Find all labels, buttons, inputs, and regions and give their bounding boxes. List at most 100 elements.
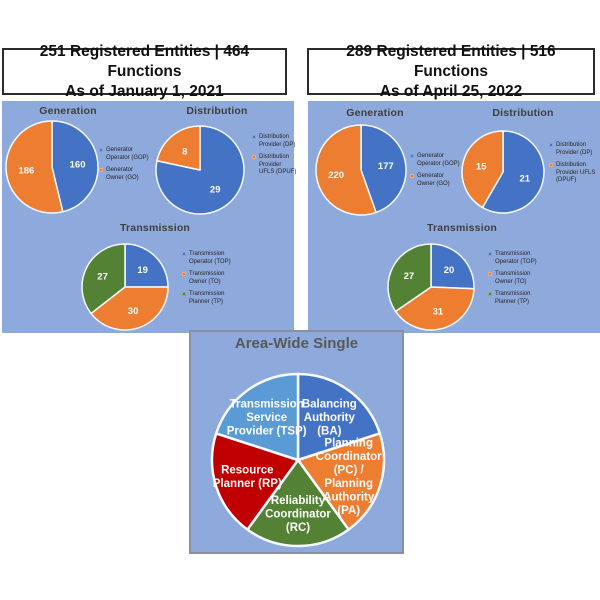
panel-jan-2021: Generation 160 186 Generator Operator (GO… [2,101,296,333]
legend-label: Transmission Planner (TP) [189,291,225,305]
slice-value-label: 220 [328,170,344,181]
legend-marker-icon [252,135,256,139]
legend-marker-icon [549,143,553,147]
legend-marker-icon [488,252,492,256]
legend-transmission-2022: Transmission Operator (TOP) Transmission … [488,251,540,306]
legend-marker-icon [252,155,256,159]
slice-value-label: 21 [519,173,530,184]
pie-slice [210,432,300,531]
legend-marker-icon [410,174,414,178]
legend-entry: Distribution Provider UFLS (DPUF) [252,154,298,177]
title-box-apr-2022: 289 Registered Entities | 516 Functions … [307,43,595,100]
chart-title-generation-2021: Generation [39,105,97,117]
slice-value-label: 186 [18,166,34,177]
chart-title-transmission-2021: Transmission [119,222,191,234]
legend-generation-2022: Generator Operator (GOP) Generator Owner … [410,153,460,188]
legend-marker-icon [182,292,186,296]
legend-entry: Distribution Provider UFLS (DPUF) [549,162,599,185]
pie-slice [124,243,169,288]
slice-value-label: 15 [476,162,487,173]
legend-label: Generator Owner (GO) [106,167,139,181]
panel-apr-2022: Generation 177 220 Generator Operator (GO… [308,101,600,333]
legend-entry: Transmission Planner (TP) [488,291,540,306]
pie-distribution-2021: 29 8 [155,125,245,215]
pie-transmission-2022: 20 31 27 [387,243,475,331]
pie-slice [296,372,382,462]
legend-label: Transmission Owner (TO) [189,271,225,285]
slice-text-label: Transmission Service Provider (TSP) [227,398,307,437]
slice-value-label: 27 [97,272,108,283]
chart-title-area-wide-single: Area-Wide Single [234,335,359,352]
slice-value-label: 30 [128,306,139,317]
legend-entry: Distribution Provider (DP) [549,142,599,157]
legend-label: Distribution Provider UFLS (DPUF) [556,162,596,183]
legend-generation-2021: Generator Operator (GOP) Generator Owner … [99,147,151,182]
legend-entry: Transmission Planner (TP) [182,291,234,306]
legend-entry: Transmission Operator (TOP) [182,251,234,266]
slice-value-label: 20 [444,265,455,276]
slice-value-label: 27 [404,271,415,282]
legend-marker-icon [410,154,414,158]
legend-label: Distribution Provider (DP) [556,142,593,156]
slice-value-label: 177 [378,161,394,172]
pie-slice [461,130,504,209]
pie-slice [90,286,169,331]
legend-marker-icon [182,272,186,276]
legend-label: Transmission Owner (TO) [495,271,531,285]
title-line-counts: 289 Registered Entities | 516 Functions [346,42,556,80]
legend-entry: Generator Owner (GO) [99,167,151,182]
pie-slice [360,124,407,214]
pie-generation-2021: 160 186 [5,120,99,214]
legend-label: Transmission Operator (TOP) [189,251,231,265]
legend-label: Generator Operator (GOP) [417,153,460,167]
slice-text-label: Resource Planner (RP) [213,465,282,491]
title-line-date: As of January 1, 2021 [65,82,224,100]
pie-slice [387,243,432,313]
legend-entry: Transmission Owner (TO) [182,271,234,286]
legend-transmission-2021: Transmission Operator (TOP) Transmission … [182,251,234,306]
slice-value-label: 160 [70,159,86,170]
legend-marker-icon [99,168,103,172]
chart-title-generation-2022: Generation [346,107,404,119]
pie-slice [394,286,475,331]
pie-slice [5,120,64,214]
legend-marker-icon [182,252,186,256]
legend-marker-icon [549,163,553,167]
pie-slice [481,130,545,214]
slice-value-label: 8 [182,147,187,158]
panel-area-wide-single: Area-Wide Single Balancing Authority (BA) P… [189,330,404,554]
title-line-counts: 251 Registered Entities | 464 Functions [39,42,250,80]
pie-slice [430,243,475,290]
pie-slice [51,120,99,213]
slice-text-label: Reliability Coordinator (RC) [265,495,331,534]
pie-transmission-2021: 19 30 27 [81,243,169,331]
slice-value-label: 29 [210,184,221,195]
slice-value-label: 19 [137,265,148,276]
legend-entry: Distribution Provider (DP) [252,134,298,149]
legend-entry: Transmission Operator (TOP) [488,251,540,266]
legend-marker-icon [488,272,492,276]
legend-label: Distribution Provider (DP) [259,134,296,148]
pie-generation-2022: 177 220 [315,124,407,216]
pie-slice [315,124,377,216]
pie-slice [156,125,201,171]
legend-entry: Generator Operator (GOP) [99,147,151,162]
chart-title-distribution-2021: Distribution [186,105,248,117]
chart-title-distribution-2022: Distribution [492,107,554,119]
legend-label: Transmission Planner (TP) [495,291,531,305]
pie-slice [81,243,126,315]
legend-marker-icon [99,148,103,152]
pie-slice [214,372,300,462]
pie-distribution-2022: 21 15 [461,130,545,214]
legend-label: Generator Owner (GO) [417,173,450,187]
pie-slice [246,458,350,548]
legend-distribution-2021: Distribution Provider (DP) Distribution P… [252,134,298,177]
pie-slice [296,432,386,531]
chart-title-transmission-2022: Transmission [426,222,498,234]
legend-distribution-2022: Distribution Provider (DP) Distribution P… [549,142,599,185]
legend-entry: Generator Owner (GO) [410,173,460,188]
title-line-date: As of April 25, 2022 [379,82,523,100]
legend-marker-icon [488,292,492,296]
slice-value-label: 31 [433,306,444,317]
slice-text-label: Balancing Authority (BA) [302,398,357,437]
